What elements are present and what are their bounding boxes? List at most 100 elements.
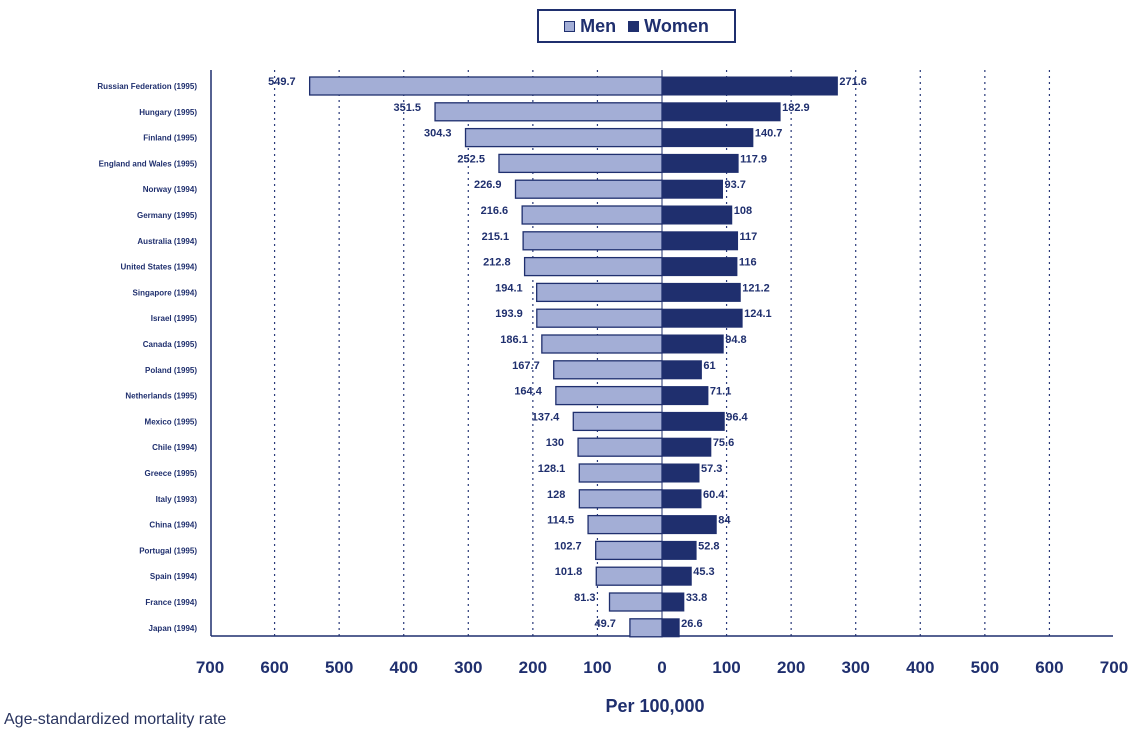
category-label: China (1994) [149, 521, 197, 530]
x-tick-label: 600 [260, 658, 288, 677]
bar-men [555, 385, 663, 406]
x-tick-label: 0 [657, 658, 666, 677]
category-label: Portugal (1995) [139, 546, 197, 555]
category-label: France (1994) [145, 598, 197, 607]
bar-men [523, 256, 663, 277]
value-label-men: 216.6 [481, 205, 509, 217]
bar-women [661, 411, 725, 431]
value-label-women: 117.9 [740, 153, 767, 165]
value-label-women: 57.3 [701, 463, 722, 475]
bar-men [578, 489, 663, 509]
x-tick-label: 400 [906, 658, 934, 677]
bar-women [661, 282, 741, 302]
category-label: Hungary (1995) [139, 108, 197, 117]
value-label-women: 96.4 [726, 411, 748, 423]
value-label-men: 194.1 [495, 282, 523, 294]
category-label: Mexico (1995) [145, 417, 198, 426]
category-label: Australia (1994) [137, 237, 197, 246]
value-label-women: 108 [734, 205, 752, 217]
bar-women [661, 386, 709, 406]
bar-women [661, 76, 838, 96]
bar-men [629, 618, 663, 638]
value-label-women: 182.9 [782, 102, 810, 114]
x-tick-label: 100 [583, 658, 611, 677]
legend-label-men: Men [580, 15, 617, 36]
category-label: United States (1994) [121, 263, 198, 272]
bar-men [608, 592, 663, 612]
value-label-women: 117 [740, 231, 758, 243]
bar-women [661, 153, 739, 173]
value-label-women: 124.1 [744, 308, 772, 320]
category-label: Norway (1994) [143, 185, 198, 194]
bar-men [521, 205, 663, 225]
legend-item-men: Men [564, 16, 616, 37]
value-label-men: 128 [547, 489, 565, 501]
bar-women [661, 334, 724, 354]
value-label-men: 164.4 [514, 386, 542, 398]
x-tick-label: 700 [196, 658, 224, 677]
value-label-women: 33.8 [686, 592, 707, 604]
value-label-women: 140.7 [755, 128, 783, 140]
category-label: Finland (1995) [143, 134, 197, 143]
value-label-men: 49.7 [594, 618, 615, 630]
value-label-women: 116 [739, 257, 757, 269]
x-tick-label: 400 [390, 658, 418, 677]
category-label: Italy (1993) [156, 495, 198, 504]
bar-women [661, 205, 733, 225]
footnote: Age-standardized mortality rate [4, 711, 227, 728]
category-label: Singapore (1994) [133, 288, 198, 297]
value-label-men: 252.5 [457, 153, 485, 165]
value-label-women: 94.8 [725, 334, 746, 346]
bar-women [661, 308, 743, 328]
value-label-men: 128.1 [538, 463, 566, 475]
value-label-women: 271.6 [839, 76, 867, 88]
value-label-men: 101.8 [555, 566, 583, 578]
legend: Men Women [537, 9, 736, 43]
bar-men [578, 463, 663, 483]
legend-label-women: Women [644, 15, 709, 36]
category-label: Israel (1995) [151, 314, 198, 323]
bar-women [661, 592, 685, 612]
bar-men [577, 437, 663, 457]
value-label-men: 226.9 [474, 179, 502, 191]
value-label-men: 351.5 [394, 102, 422, 114]
value-label-men: 137.4 [532, 411, 560, 423]
legend-item-women: Women [628, 16, 709, 37]
bar-men [536, 282, 663, 303]
category-label: Canada (1995) [143, 340, 198, 349]
x-tick-label: 700 [1100, 658, 1128, 677]
category-label: Spain (1994) [150, 572, 197, 581]
value-label-women: 45.3 [693, 566, 714, 578]
value-label-men: 186.1 [500, 334, 528, 346]
value-label-men: 212.8 [483, 257, 511, 269]
bar-men [434, 102, 663, 122]
value-label-men: 193.9 [495, 308, 523, 320]
bar-women [661, 618, 680, 638]
category-label: England and Wales (1995) [99, 159, 198, 168]
bar-women [661, 128, 754, 148]
value-label-men: 215.1 [482, 231, 510, 243]
bar-women [661, 102, 781, 122]
value-label-women: 121.2 [742, 282, 770, 294]
bar-men [595, 566, 663, 586]
category-label: Greece (1995) [145, 469, 198, 478]
bar-men [587, 514, 663, 535]
bar-women [661, 463, 700, 483]
bar-men [536, 308, 663, 328]
bar-men [498, 153, 663, 174]
category-label: Netherlands (1995) [125, 392, 197, 401]
category-label: Russian Federation (1995) [97, 82, 197, 91]
x-tick-label: 200 [519, 658, 547, 677]
value-label-men: 167.7 [512, 360, 540, 372]
bar-women [661, 437, 712, 457]
x-tick-label: 500 [971, 658, 999, 677]
value-label-women: 93.7 [725, 179, 746, 191]
legend-swatch-men [564, 20, 576, 32]
category-label: Germany (1995) [137, 211, 197, 220]
value-label-women: 61 [703, 360, 715, 372]
value-label-men: 81.3 [574, 592, 595, 604]
category-label: Poland (1995) [145, 366, 197, 375]
bar-men [572, 411, 663, 432]
bar-women [661, 515, 717, 535]
